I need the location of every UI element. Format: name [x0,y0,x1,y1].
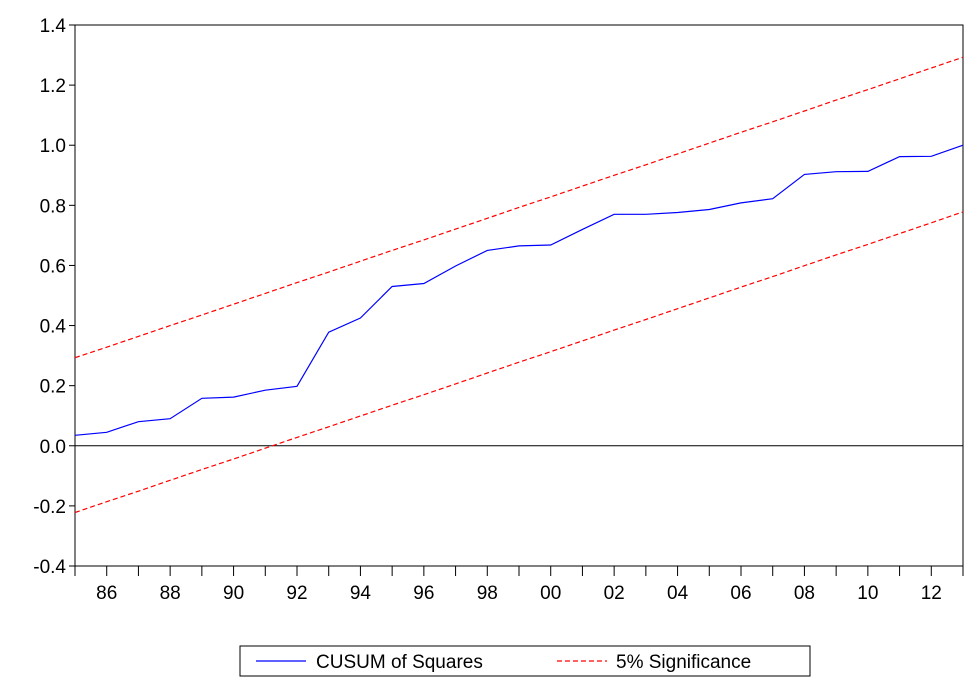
x-tick-label: 08 [794,583,815,604]
x-tick-label: 92 [286,583,307,604]
x-tick-label: 88 [160,583,181,604]
x-tick-label: 00 [540,583,561,604]
y-tick-label: 0.8 [40,196,66,217]
y-tick-label: 0.0 [40,437,66,458]
legend: CUSUM of Squares 5% Significance [239,645,811,677]
y-tick-label: 0.6 [40,256,66,277]
x-tick-label: 98 [477,583,498,604]
x-tick-label: 12 [921,583,942,604]
x-tick-label: 94 [350,583,372,604]
x-tick-label: 96 [413,583,434,604]
y-tick-label: 1.2 [40,76,66,97]
y-tick-label: -0.2 [33,497,66,518]
x-tick-label: 06 [730,583,751,604]
x-tick-label: 10 [857,583,878,604]
legend-label-cusum: CUSUM of Squares [316,652,483,673]
y-tick-label: 1.4 [40,16,67,37]
x-axis: 86 88 90 92 94 96 98 00 02 04 06 08 10 12 [74,566,964,604]
x-tick-label: 04 [667,583,689,604]
y-tick-label: 0.4 [40,317,67,338]
y-axis: -0.4 -0.2 0.0 0.2 0.4 0.6 0.8 1.0 1.2 1.4 [33,16,75,578]
x-tick-label: 86 [96,583,117,604]
upper-significance-line [74,56,964,359]
y-tick-label: 1.0 [40,136,66,157]
series-layer [74,56,964,514]
plot-area [74,24,964,567]
legend-label-significance: 5% Significance [616,652,751,673]
y-tick-label: 0.2 [40,377,66,398]
x-tick-label: 02 [604,583,625,604]
plot-border [74,24,964,567]
lower-significance-line [74,211,964,514]
legend-box [239,645,811,677]
y-tick-label: -0.4 [33,557,66,578]
cusum-line [74,144,964,436]
x-tick-label: 90 [223,583,244,604]
